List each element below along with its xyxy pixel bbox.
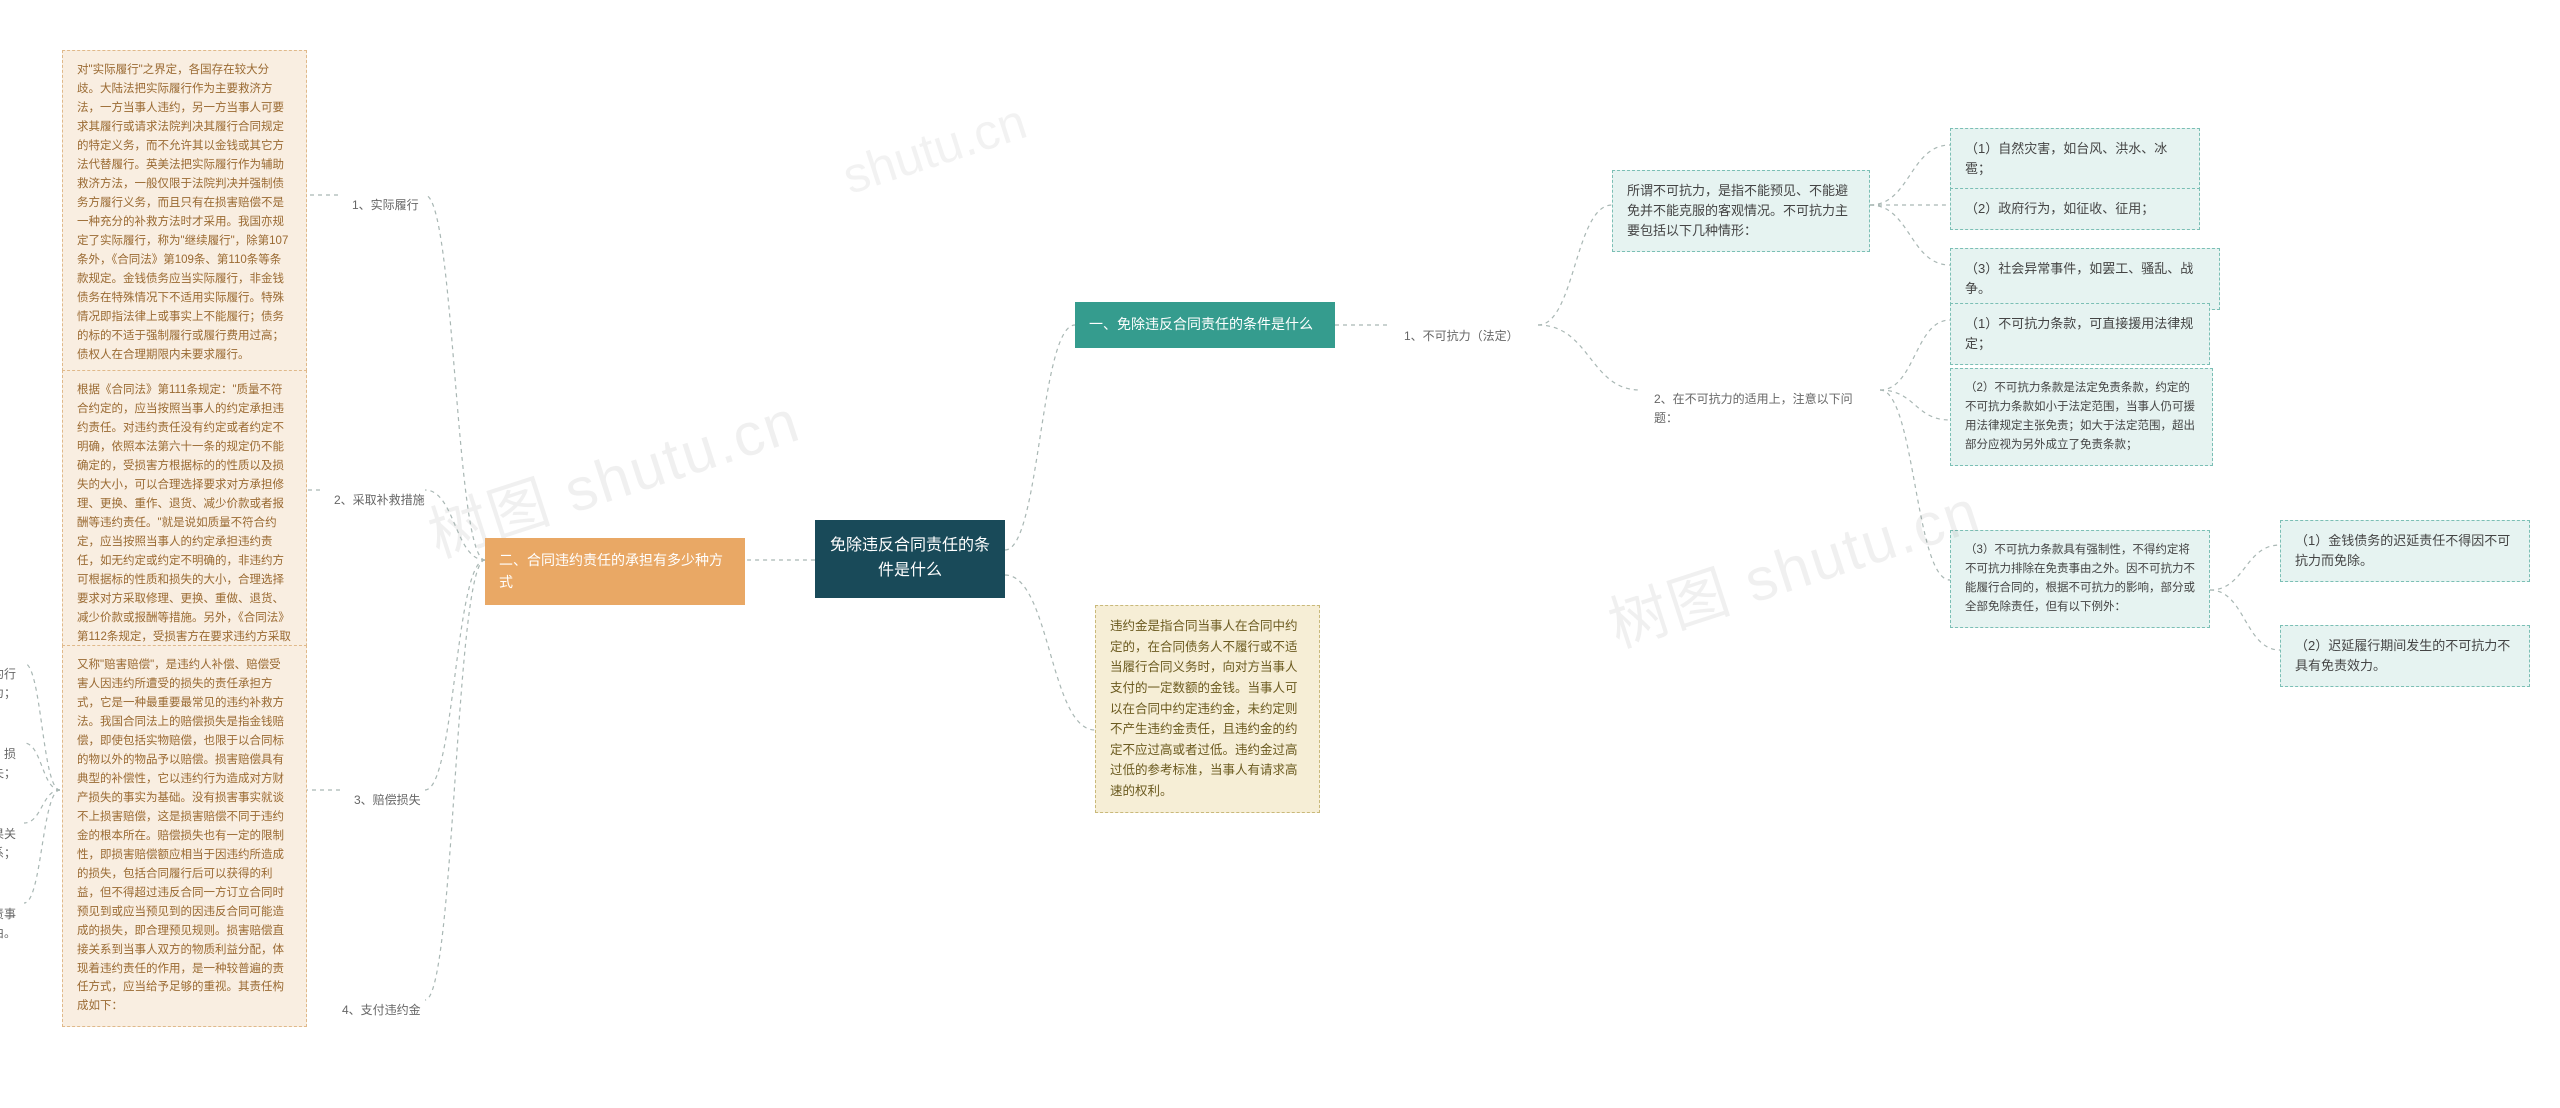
s2-c1-label[interactable]: 1、实际履行 <box>338 186 433 225</box>
s1-c1-d2-e3-f1[interactable]: （1）金钱债务的迟延责任不得因不可抗力而免除。 <box>2280 520 2530 582</box>
s2-c4-label[interactable]: 4、支付违约金 <box>328 991 435 1030</box>
s1-c1-d1-e3[interactable]: （3）社会异常事件，如罢工、骚乱、战争。 <box>1950 248 2220 310</box>
s2-c3-e1[interactable]: （1）违约行为； <box>0 655 30 712</box>
s1-c1-d2-e3-f2[interactable]: （2）迟延履行期间发生的不可抗力不具有免责效力。 <box>2280 625 2530 687</box>
s1-c1-d1[interactable]: 所谓不可抗力，是指不能预见、不能避免并不能克服的客观情况。不可抗力主要包括以下几… <box>1612 170 1870 252</box>
center-node[interactable]: 免除违反合同责任的条件是什么 <box>815 520 1005 598</box>
s1-c1-d1-e1[interactable]: （1）自然灾害，如台风、洪水、冰雹； <box>1950 128 2200 190</box>
s1-c1-d2-e2[interactable]: （2）不可抗力条款是法定免责条款，约定的不可抗力条款如小于法定范围，当事人仍可援… <box>1950 368 2213 466</box>
s2-c3-e2[interactable]: （2）损失； <box>0 735 30 792</box>
s1-c1-d2-e3[interactable]: （3）不可抗力条款具有强制性，不得约定将不可抗力排除在免责事由之外。因不可抗力不… <box>1950 530 2210 628</box>
section-2[interactable]: 二、合同违约责任的承担有多少种方式 <box>485 538 745 605</box>
mindmap-canvas: 免除违反合同责任的条件是什么 一、免除违反合同责任的条件是什么 1、不可抗力（法… <box>0 0 2560 1108</box>
s2-c2-label[interactable]: 2、采取补救措施 <box>320 481 439 520</box>
s1-c1-d2[interactable]: 2、在不可抗力的适用上，注意以下问题： <box>1640 380 1880 437</box>
s1-c1-d1-e2[interactable]: （2）政府行为，如征收、征用； <box>1950 188 2200 230</box>
s2-c3-e4[interactable]: （4）违约一方没有免责事由。 <box>0 895 30 952</box>
s2-c3-label[interactable]: 3、赔偿损失 <box>340 781 435 820</box>
s2-c3-text[interactable]: 又称"赔害赔偿"，是违约人补偿、赔偿受害人因违约所遭受的损失的责任承担方式，它是… <box>62 645 307 1027</box>
penalty-box[interactable]: 违约金是指合同当事人在合同中约定的，在合同债务人不履行或不适当履行合同义务时，向… <box>1095 605 1320 813</box>
s1-c1-label[interactable]: 1、不可抗力（法定） <box>1390 317 1533 356</box>
section-1[interactable]: 一、免除违反合同责任的条件是什么 <box>1075 302 1335 348</box>
s1-c1-d2-e1[interactable]: （1）不可抗力条款，可直接援用法律规定； <box>1950 303 2210 365</box>
s2-c1-text[interactable]: 对"实际履行"之界定，各国存在较大分歧。大陆法把实际履行作为主要救济方法，一方当… <box>62 50 307 376</box>
s2-c3-e3[interactable]: （3）违约行为与损失之间有因果关系； <box>0 815 30 872</box>
